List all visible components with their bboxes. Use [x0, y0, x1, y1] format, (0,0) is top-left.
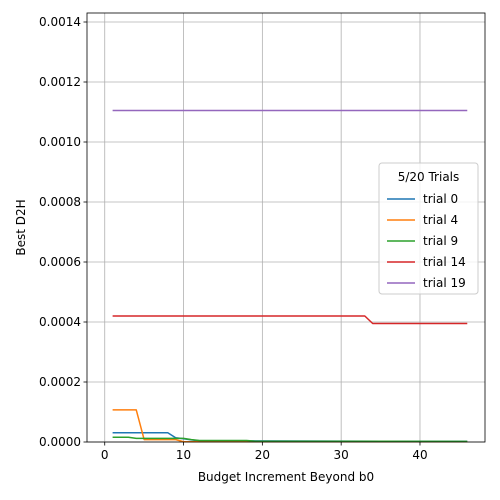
legend-label-trial-0: trial 0	[423, 192, 458, 206]
y-tick-label: 0.0004	[39, 315, 81, 329]
legend: 5/20 Trials trial 0 trial 4 trial 9 trial 14…	[378, 162, 479, 295]
series-line-trial-4	[112, 409, 468, 443]
x-tick-label: 20	[255, 448, 270, 462]
legend-label-trial-19: trial 19	[423, 276, 466, 290]
x-tick-label: 30	[334, 448, 349, 462]
y-axis-label: Best D2H	[14, 199, 28, 255]
x-axis-label: Budget Increment Beyond b0	[198, 470, 374, 484]
legend-label-trial-9: trial 9	[423, 234, 458, 248]
series-line-trial-9	[112, 436, 468, 443]
x-tick-label: 0	[101, 448, 109, 462]
y-tick-label: 0.0000	[39, 435, 81, 449]
legend-label-trial-14: trial 14	[423, 255, 466, 269]
plot-frame	[86, 12, 486, 443]
legend-title: 5/20 Trials	[398, 170, 460, 184]
y-tick-label: 0.0002	[39, 375, 81, 389]
y-tick-label: 0.0006	[39, 255, 81, 269]
y-tick-label: 0.0010	[39, 135, 81, 149]
y-tick-label: 0.0008	[39, 195, 81, 209]
series-line-trial-14	[112, 315, 468, 325]
y-tick-label: 0.0014	[39, 15, 81, 29]
x-tick-label: 40	[412, 448, 427, 462]
x-tick-label: 10	[176, 448, 191, 462]
y-tick-label: 0.0012	[39, 75, 81, 89]
legend-label-trial-4: trial 4	[423, 213, 458, 227]
axis-ticks: 0 10 20 30 40 0.0000 0.0002 0.0004 0.0006 0.0008 0…	[39, 15, 428, 462]
